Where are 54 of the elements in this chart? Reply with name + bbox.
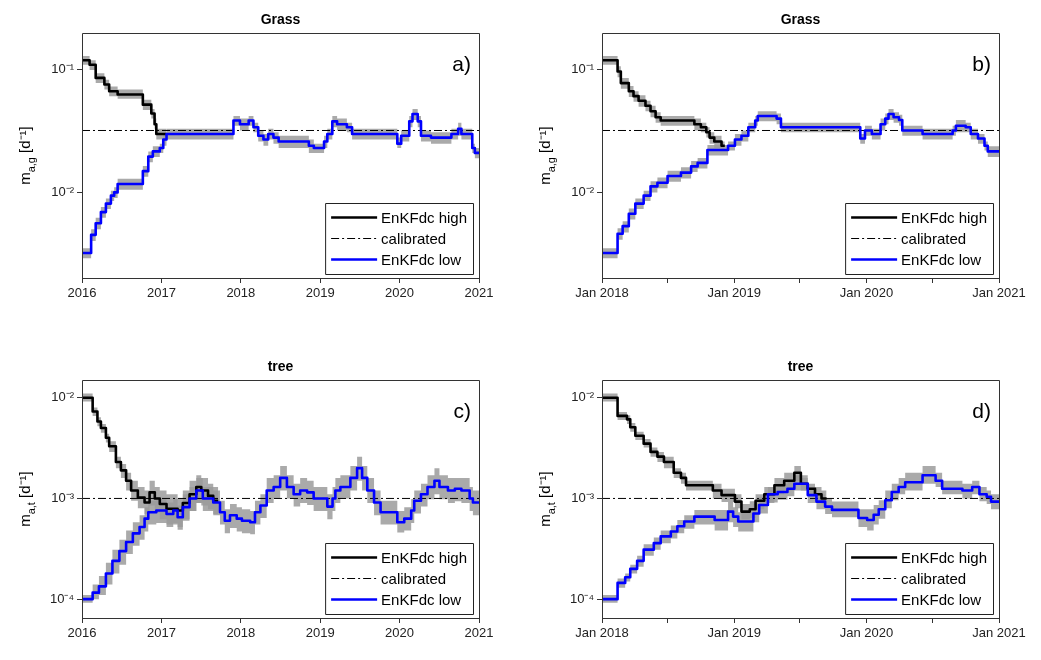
x-tick-label: 2018	[226, 285, 256, 301]
x-tick-label: 2020	[385, 625, 414, 641]
y-tick-label: 10⁻²	[51, 183, 75, 199]
x-tick-label: Jan 2021	[972, 285, 1026, 301]
legend-label: calibrated	[901, 229, 967, 247]
legend-label: EnKFdc low	[901, 590, 982, 608]
x-tick-label: 2018	[226, 625, 256, 641]
annotation: a)	[452, 52, 471, 75]
x-tick-label: 2016	[67, 285, 97, 301]
y-axis-title: ma,t [d⁻¹]	[16, 471, 37, 527]
x-tick-label: 2020	[385, 285, 414, 301]
x-tick-label: 2019	[305, 285, 335, 301]
legend-label: EnKFdc high	[381, 548, 468, 566]
chart-title: tree	[267, 358, 294, 374]
x-tick-label: Jan 2019	[707, 625, 761, 641]
y-tick-label: 10⁻⁴	[569, 590, 594, 606]
y-tick-label: 10⁻³	[571, 490, 595, 506]
x-tick-label: Jan 2021	[972, 625, 1026, 641]
annotation: c)	[453, 399, 471, 422]
x-tick-label: 2016	[67, 625, 97, 641]
x-tick-label: 2019	[305, 625, 335, 641]
y-tick-label: 10⁻²	[571, 183, 595, 199]
y-axis-title: ma,g [d⁻¹]	[536, 126, 557, 185]
annotation: b)	[972, 52, 991, 75]
y-tick-label: 10⁻⁴	[49, 590, 74, 606]
legend-label: EnKFdc low	[381, 590, 462, 608]
y-axis-title: ma,g [d⁻¹]	[16, 126, 37, 185]
y-tick-label: 10⁻²	[51, 389, 75, 405]
x-tick-label: 2017	[147, 625, 176, 641]
x-tick-label: Jan 2020	[839, 285, 894, 301]
chart-title: tree	[787, 358, 814, 374]
legend-label: EnKFdc low	[381, 250, 462, 268]
x-tick-label: Jan 2020	[839, 625, 894, 641]
legend-label: EnKFdc high	[901, 548, 988, 566]
legend-label: calibrated	[901, 569, 967, 587]
legend-label: EnKFdc high	[901, 208, 988, 226]
legend-label: EnKFdc high	[381, 208, 468, 226]
y-tick-label: 10⁻¹	[571, 61, 595, 77]
y-tick-label: 10⁻²	[571, 389, 595, 405]
chart-title: Grass	[260, 11, 301, 27]
legend-label: calibrated	[381, 569, 447, 587]
y-tick-label: 10⁻³	[51, 490, 75, 506]
x-tick-label: Jan 2018	[575, 285, 629, 301]
y-tick-label: 10⁻¹	[51, 61, 75, 77]
chart-title: Grass	[780, 11, 821, 27]
legend-label: calibrated	[381, 229, 447, 247]
x-tick-label: Jan 2018	[575, 625, 629, 641]
x-tick-label: 2021	[464, 285, 494, 301]
legend-label: EnKFdc low	[901, 250, 982, 268]
annotation: d)	[972, 399, 991, 422]
x-tick-label: Jan 2019	[707, 285, 761, 301]
y-axis-title: ma,t [d⁻¹]	[536, 471, 557, 527]
x-tick-label: 2021	[464, 625, 494, 641]
x-tick-label: 2017	[147, 285, 176, 301]
